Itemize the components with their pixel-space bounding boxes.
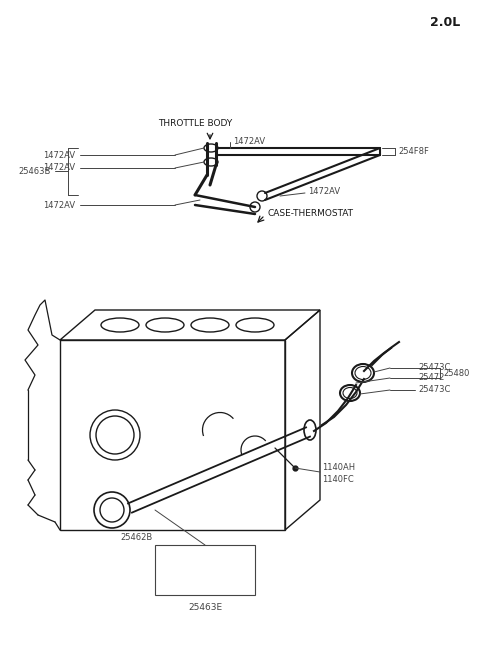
Text: 254F8F: 254F8F: [398, 148, 429, 156]
Text: 25472: 25472: [418, 373, 444, 382]
Text: CASE-THERMOSTAT: CASE-THERMOSTAT: [268, 210, 354, 219]
Text: 25463E: 25463E: [188, 604, 222, 612]
Text: 2.0L: 2.0L: [430, 16, 460, 28]
Text: 25463B: 25463B: [18, 166, 50, 175]
Ellipse shape: [304, 420, 316, 440]
Text: 1472AV: 1472AV: [233, 137, 265, 145]
Text: 1472AV: 1472AV: [43, 164, 75, 173]
Text: THROTTLE BODY: THROTTLE BODY: [158, 120, 232, 129]
Text: 25462B: 25462B: [120, 533, 152, 543]
Bar: [155, 545, 255, 595]
Text: 1472AV: 1472AV: [308, 187, 340, 196]
Text: 1472AV: 1472AV: [43, 200, 75, 210]
Text: 25473C: 25473C: [418, 386, 450, 394]
Text: 25473C: 25473C: [418, 363, 450, 373]
Text: 1140AH: 1140AH: [322, 463, 355, 472]
Text: 1472AV: 1472AV: [43, 150, 75, 160]
Text: 25480: 25480: [443, 369, 469, 378]
Text: 1140FC: 1140FC: [322, 476, 354, 484]
